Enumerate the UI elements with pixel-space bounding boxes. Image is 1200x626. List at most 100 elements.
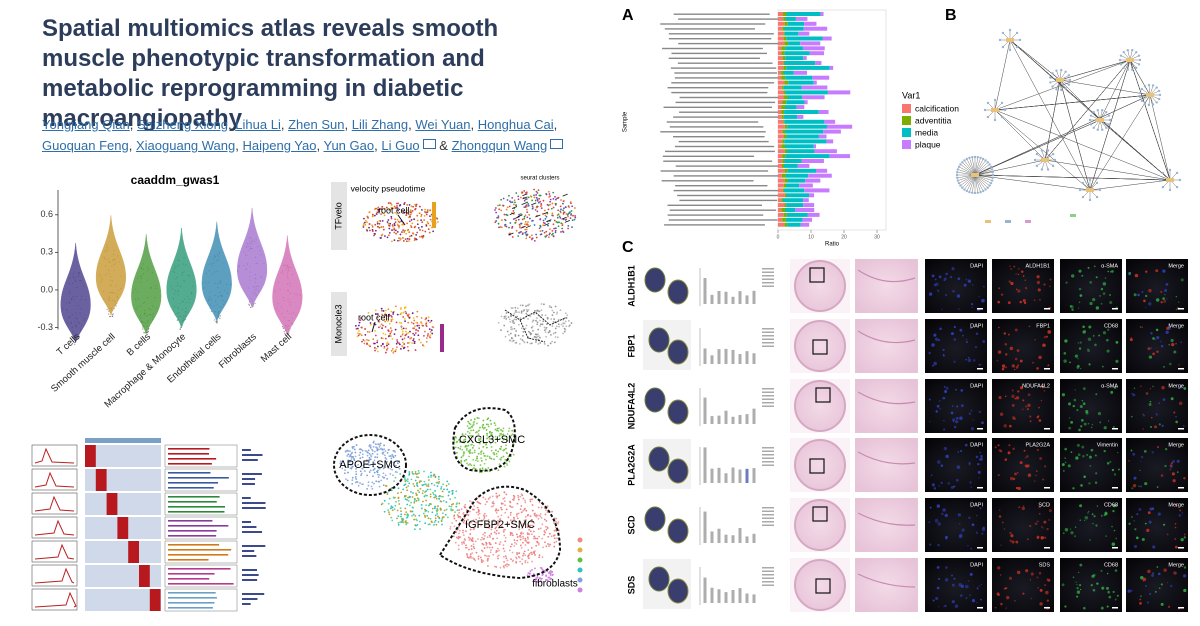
umap-cell <box>410 205 413 208</box>
velocity-arrow <box>514 216 520 220</box>
mail-icon[interactable] <box>422 139 436 149</box>
bar-segment <box>784 80 789 85</box>
umap-cell <box>549 342 552 345</box>
umap-cell <box>520 310 523 313</box>
fluor-signal <box>1078 347 1082 350</box>
author-link[interactable]: Xiaoguang Wang <box>135 138 236 153</box>
umap-cell <box>413 237 416 240</box>
author-link[interactable]: Yongjiang Qian <box>42 117 130 132</box>
umap-cell <box>400 513 403 516</box>
umap-cell <box>555 540 558 543</box>
umap-cell <box>389 202 392 205</box>
umap-cell <box>525 191 528 194</box>
bar-segment <box>778 85 782 90</box>
umap-cell <box>470 557 473 559</box>
fluor-signal <box>938 577 941 580</box>
umap-cell <box>406 209 408 212</box>
bar-segment <box>782 129 786 134</box>
umap-cell <box>483 514 485 517</box>
fluorescence-image <box>1126 259 1188 313</box>
bar-segment <box>778 26 783 31</box>
author-link[interactable]: Wei Yuan <box>415 117 471 132</box>
umap-cell <box>493 422 496 424</box>
fluor-signal <box>1107 328 1110 331</box>
author-link[interactable]: Haipeng Yao <box>242 138 317 153</box>
network-node <box>1053 158 1057 162</box>
trend-box <box>31 444 78 467</box>
umap-cell <box>429 517 432 520</box>
mini-legend <box>762 345 774 347</box>
umap-cell <box>504 219 507 222</box>
network-hub <box>991 108 999 112</box>
term-text <box>168 559 209 561</box>
author-link[interactable]: Honghua Cai <box>477 117 554 132</box>
bar-segment <box>802 217 813 222</box>
umap-cell <box>519 495 522 498</box>
umap-cell <box>383 454 386 457</box>
network-node <box>1067 74 1071 77</box>
umap-cell <box>483 516 486 518</box>
author-link[interactable]: Lili Zhang <box>351 117 409 132</box>
umap-cell <box>377 462 380 465</box>
network-node <box>1168 188 1172 192</box>
umap-cell <box>502 427 505 430</box>
umap-cell <box>556 537 558 540</box>
umap-cell <box>490 423 493 425</box>
fluor-signal <box>1072 576 1075 579</box>
umap-cell <box>521 527 524 530</box>
author-link[interactable]: Zhen Sun <box>288 117 345 132</box>
umap-cell <box>497 204 499 207</box>
author-link[interactable]: Yun Gao <box>323 138 375 153</box>
umap-cell <box>524 228 527 231</box>
umap-cell <box>376 448 379 451</box>
author-link[interactable]: Lihua Li <box>235 117 281 132</box>
he-texture <box>857 391 916 405</box>
umap-cell <box>411 510 414 513</box>
fluor-signal <box>1008 280 1011 283</box>
fluor-signal <box>1063 351 1067 355</box>
fluor-signal <box>1100 287 1104 291</box>
mail-icon[interactable] <box>550 139 564 149</box>
umap-cell <box>536 335 539 338</box>
umap-cell <box>364 334 367 336</box>
umap-cell <box>561 230 564 233</box>
umap-cell <box>382 228 385 231</box>
network-node <box>1051 72 1054 75</box>
fluor-signal <box>942 396 946 400</box>
umap-cell <box>473 451 476 454</box>
umap-cell <box>422 345 425 347</box>
panel-label: A <box>622 7 634 24</box>
spatial-section <box>648 566 670 592</box>
umap-cell <box>367 481 370 484</box>
fluor-signal <box>1069 361 1071 364</box>
author-link[interactable]: Shizheng Xiong <box>136 117 229 132</box>
umap-cell <box>514 311 517 314</box>
author-link[interactable]: Li Guo <box>381 138 420 153</box>
umap-cell <box>354 455 357 458</box>
fluor-signal <box>1017 390 1020 393</box>
author-link[interactable]: Guoquan Feng <box>42 138 129 153</box>
fluor-signal <box>937 289 939 292</box>
umap-cell <box>401 345 404 347</box>
term-text <box>168 549 232 551</box>
fluor-signal <box>1013 265 1016 268</box>
term-box <box>164 564 238 588</box>
author-link[interactable]: Zhongqun Wang <box>451 138 548 153</box>
channel-label: DAPI <box>970 442 983 448</box>
umap-cell <box>554 198 557 201</box>
umap-cell <box>512 519 515 522</box>
heat-block <box>95 469 107 491</box>
fluor-signal <box>938 290 940 293</box>
network-hub <box>1126 58 1134 62</box>
umap-cell <box>463 519 466 522</box>
bar-segment <box>778 183 784 188</box>
umap-cell <box>531 205 534 208</box>
umap-cell <box>539 230 542 233</box>
umap-cell <box>507 430 510 432</box>
network-node <box>1008 48 1012 52</box>
umap-cell <box>500 226 503 229</box>
umap-cell <box>397 209 400 212</box>
umap-cell <box>475 518 478 521</box>
umap-cell <box>369 322 372 324</box>
fluor-signal <box>1077 342 1079 344</box>
